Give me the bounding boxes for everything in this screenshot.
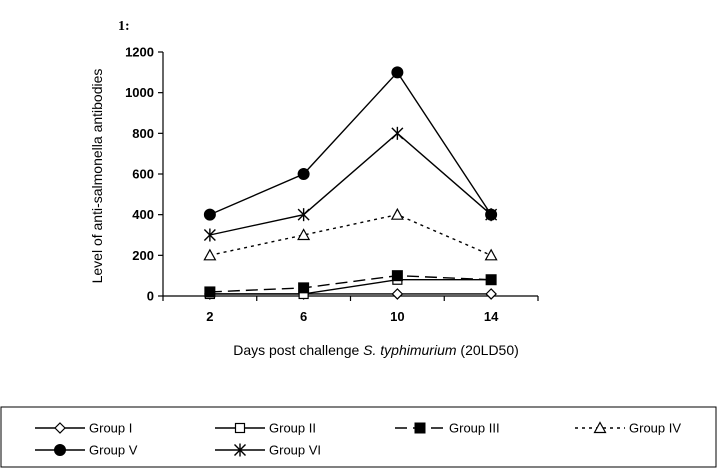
data-point xyxy=(391,66,404,79)
data-point xyxy=(203,208,216,221)
data-point xyxy=(485,274,497,286)
data-point xyxy=(485,288,497,300)
legend-label: Group II xyxy=(269,421,316,436)
legend-marker xyxy=(54,422,66,434)
legend-box xyxy=(0,406,717,468)
legend-label: Group I xyxy=(89,421,132,436)
legend-label: Group VI xyxy=(269,443,321,458)
legend-marker xyxy=(593,421,607,434)
series-line xyxy=(209,279,492,295)
figure-label: 1: xyxy=(118,19,130,34)
y-tick-label: 400 xyxy=(132,207,154,222)
legend-marker xyxy=(234,443,246,457)
data-point xyxy=(297,228,311,241)
x-tick-label: 14 xyxy=(484,309,499,324)
data-point xyxy=(484,248,498,261)
y-tick-label: 0 xyxy=(147,289,154,304)
legend-marker xyxy=(234,422,246,434)
x-axis-title: Days post challenge S. typhimurium (20LD… xyxy=(233,342,519,358)
x-tick-label: 2 xyxy=(206,309,213,324)
series-4 xyxy=(203,207,498,261)
x-axis-title-prefix: Days post challenge xyxy=(233,342,363,358)
series-line xyxy=(209,132,492,236)
legend-marker xyxy=(54,444,66,456)
y-axis-title: Level of anti-salmonella antibodies xyxy=(89,69,105,284)
legend-item: Group VI xyxy=(215,443,321,458)
legend-item: Group II xyxy=(215,421,316,436)
x-axis-title-italic: S. typhimurium xyxy=(363,342,457,358)
data-point xyxy=(390,207,404,220)
data-point xyxy=(391,288,404,300)
legend-item: Group V xyxy=(35,443,138,458)
x-tick-label: 6 xyxy=(300,309,307,324)
series-6 xyxy=(203,126,498,242)
series-3 xyxy=(204,270,497,298)
y-tick-label: 1000 xyxy=(125,85,154,100)
legend-marker xyxy=(414,422,426,434)
data-point xyxy=(298,282,310,294)
y-axis-ticks: 0 200 400 600 800 1000 1200 xyxy=(125,45,163,304)
series-line xyxy=(209,213,492,257)
y-tick-label: 1200 xyxy=(125,45,154,60)
legend-item: Group IV xyxy=(575,421,681,436)
series-line xyxy=(209,274,492,293)
series-5 xyxy=(203,66,498,221)
x-axis-title-suffix: (20LD50) xyxy=(457,342,519,358)
legend-label: Group IV xyxy=(629,421,681,436)
legend-label: Group V xyxy=(89,443,138,458)
y-tick-label: 600 xyxy=(132,167,154,182)
data-point xyxy=(203,248,217,261)
legend: Group I Group II Group III Group IV Group V G… xyxy=(35,421,681,458)
x-axis-ticks: 2 6 10 14 xyxy=(162,296,539,324)
legend-label: Group III xyxy=(449,421,500,436)
series-line xyxy=(209,71,492,216)
data-point xyxy=(391,270,403,282)
data-point xyxy=(297,168,310,180)
data-point xyxy=(203,228,216,242)
data-point xyxy=(204,286,216,298)
legend-item: Group I xyxy=(35,421,132,436)
data-point xyxy=(391,126,404,140)
series-layer xyxy=(203,66,498,300)
y-tick-label: 800 xyxy=(132,126,154,141)
legend-item: Group III xyxy=(395,421,500,436)
data-point xyxy=(485,208,498,222)
data-point xyxy=(297,208,310,222)
x-tick-label: 10 xyxy=(390,309,404,324)
y-tick-label: 200 xyxy=(132,248,154,263)
